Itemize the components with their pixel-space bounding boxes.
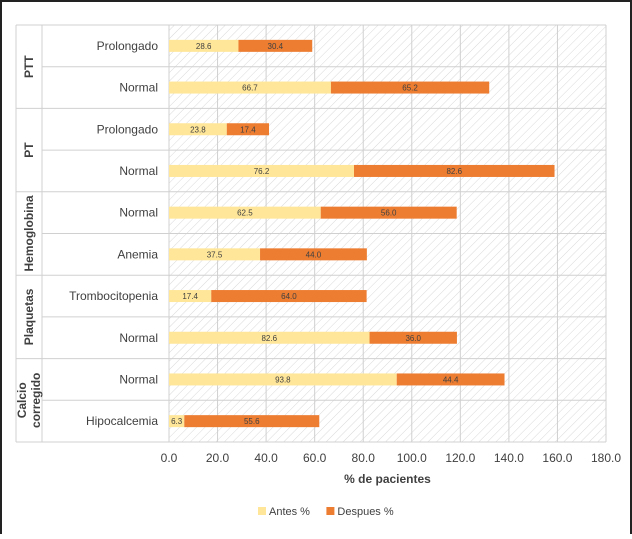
group-label: PT bbox=[22, 142, 36, 158]
bar-antes bbox=[169, 331, 370, 344]
data-label: 28.6 bbox=[196, 42, 212, 51]
data-label: 17.4 bbox=[182, 292, 198, 301]
x-tick-label: 100.0 bbox=[397, 451, 427, 465]
bar-despues bbox=[226, 123, 270, 136]
group-label-line: Hemoglobina bbox=[22, 195, 36, 271]
bar-antes bbox=[169, 206, 321, 219]
data-label: 55.6 bbox=[244, 417, 260, 426]
bar-despues bbox=[184, 415, 320, 428]
group-label-line: PTT bbox=[22, 55, 36, 78]
data-label: 82.6 bbox=[261, 334, 277, 343]
category-label: Normal bbox=[119, 81, 158, 95]
data-label: 76.2 bbox=[254, 167, 270, 176]
category-label: Normal bbox=[119, 331, 158, 345]
group-label-line: Plaquetas bbox=[22, 288, 36, 345]
bar-antes bbox=[169, 373, 397, 386]
data-label: 23.8 bbox=[190, 125, 206, 134]
data-label: 37.5 bbox=[207, 250, 223, 259]
category-label: Anemia bbox=[117, 247, 158, 261]
category-label: Trombocitopenia bbox=[69, 289, 158, 303]
group-label: Hemoglobina bbox=[22, 195, 36, 271]
data-label: 66.7 bbox=[242, 84, 258, 93]
bar-despues bbox=[369, 331, 457, 344]
category-label: Prolongado bbox=[97, 122, 159, 136]
data-label: 30.4 bbox=[268, 42, 284, 51]
category-label: Normal bbox=[119, 372, 158, 386]
category-label: Hipocalcemia bbox=[86, 414, 158, 428]
legend-label: Antes % bbox=[269, 506, 310, 518]
x-tick-label: 80.0 bbox=[352, 451, 376, 465]
group-label: PTT bbox=[22, 55, 36, 78]
category-label: Normal bbox=[119, 206, 158, 220]
bar-antes bbox=[169, 123, 227, 136]
data-label: 65.2 bbox=[402, 84, 418, 93]
data-label: 6.3 bbox=[171, 417, 183, 426]
bar-antes bbox=[169, 81, 331, 94]
bar-despues bbox=[353, 164, 555, 177]
group-label-line: PT bbox=[22, 142, 36, 158]
bar-despues bbox=[238, 39, 313, 52]
x-tick-label: 60.0 bbox=[303, 451, 327, 465]
group-label-line: corregido bbox=[29, 373, 43, 428]
data-label: 93.8 bbox=[275, 375, 291, 384]
data-label: 82.6 bbox=[446, 167, 462, 176]
x-axis-title: % de pacientes bbox=[344, 472, 431, 486]
x-tick-label: 20.0 bbox=[206, 451, 230, 465]
legend-label: Despues % bbox=[337, 506, 393, 518]
bar-antes bbox=[169, 415, 185, 428]
x-tick-label: 40.0 bbox=[254, 451, 278, 465]
data-label: 44.4 bbox=[443, 375, 459, 384]
bar-antes bbox=[169, 164, 354, 177]
data-label: 36.0 bbox=[405, 334, 421, 343]
category-label: Prolongado bbox=[97, 39, 159, 53]
x-tick-label: 120.0 bbox=[445, 451, 475, 465]
bar-despues bbox=[330, 81, 490, 94]
bar-antes bbox=[169, 39, 239, 52]
bar-despues bbox=[396, 373, 505, 386]
bar-despues bbox=[260, 248, 367, 261]
bar-despues bbox=[211, 290, 367, 303]
group-label-line: Calcio bbox=[15, 382, 29, 418]
group-label: Calciocorregido bbox=[15, 373, 43, 428]
legend-swatch bbox=[326, 507, 335, 515]
data-label: 64.0 bbox=[281, 292, 297, 301]
bar-antes bbox=[169, 290, 212, 303]
x-tick-label: 160.0 bbox=[542, 451, 572, 465]
data-label: 44.0 bbox=[306, 250, 322, 259]
category-label: Normal bbox=[119, 164, 158, 178]
data-label: 56.0 bbox=[381, 209, 397, 218]
data-label: 17.4 bbox=[240, 125, 256, 134]
data-label: 62.5 bbox=[237, 209, 253, 218]
x-tick-label: 0.0 bbox=[161, 451, 178, 465]
x-tick-label: 140.0 bbox=[494, 451, 524, 465]
x-tick-label: 180.0 bbox=[591, 451, 621, 465]
legend-swatch bbox=[258, 507, 266, 515]
bar-antes bbox=[169, 248, 261, 261]
bar-despues bbox=[320, 206, 457, 219]
group-label: Plaquetas bbox=[22, 288, 36, 345]
